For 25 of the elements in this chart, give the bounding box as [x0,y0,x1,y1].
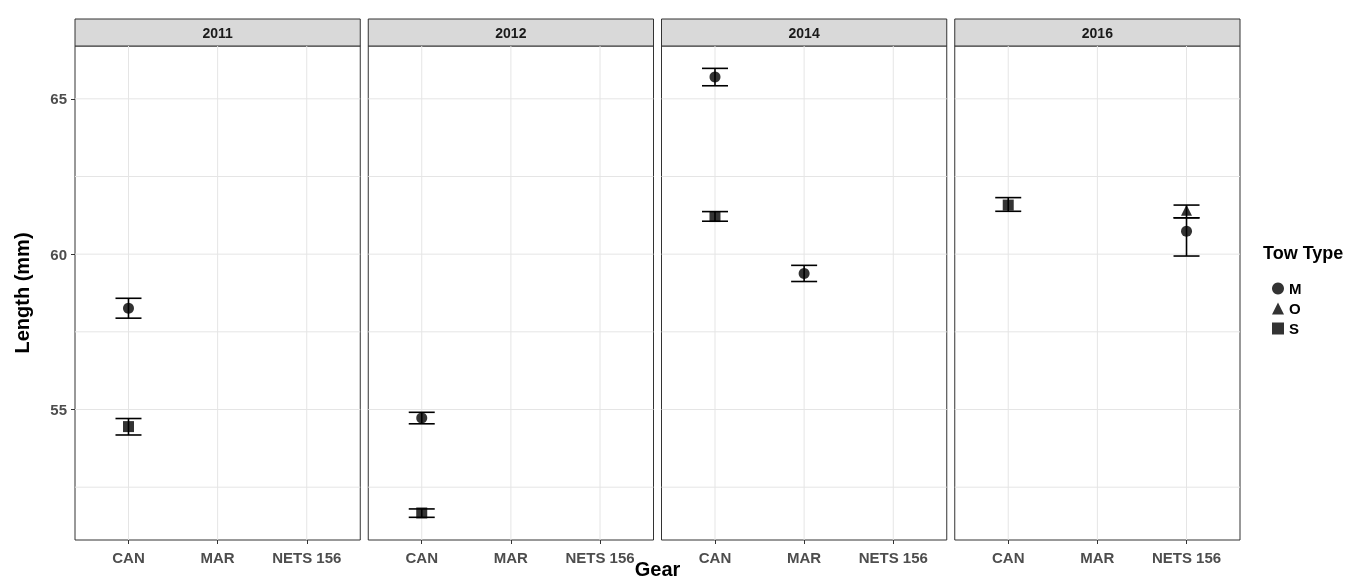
x-tick-label: NETS 156 [565,549,635,566]
legend-label: M [1289,280,1302,297]
y-tick-label: 55 [50,401,67,419]
x-tick-label: NETS 156 [858,549,928,566]
x-tick-label: NETS 156 [1151,549,1222,566]
x-tick-label: CAN [698,549,732,566]
x-tick-label: MAR [787,549,822,566]
chart-title: 2012 [495,24,527,41]
x-tick-label: NETS 156 [272,549,342,566]
x-tick-label: CAN [991,549,1025,566]
legend-label: S [1289,320,1300,337]
x-tick-label: CAN [405,549,438,566]
y-tick-label: 60 [50,245,67,263]
x-axis-title: Gear [634,558,681,580]
chart-title: 2011 [202,24,234,41]
x-tick-label: CAN [112,549,145,566]
y-tick-label: 65 [50,90,67,108]
y-axis-title: Length (mm) [11,232,33,354]
chart-title: 2014 [788,24,820,41]
legend-label: O [1289,300,1301,317]
x-tick-label: MAR [493,549,529,566]
x-tick-label: MAR [1080,549,1115,566]
legend-title: Tow Type [1263,243,1344,263]
x-tick-label: MAR [200,549,235,566]
chart-title: 2016 [1081,24,1114,41]
